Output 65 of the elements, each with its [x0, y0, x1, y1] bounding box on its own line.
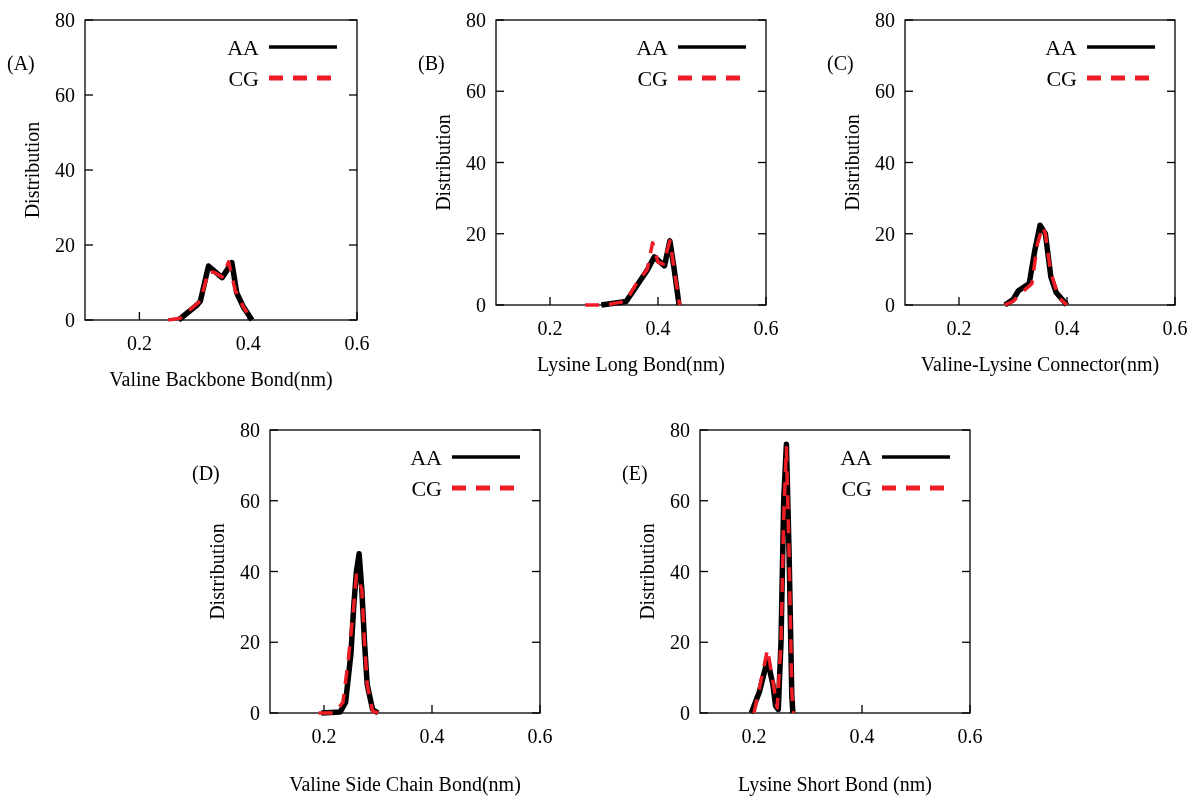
y-axis-title: Distribution	[432, 114, 454, 211]
y-tick-label: 20	[55, 234, 75, 256]
x-tick-label: 0.4	[645, 317, 671, 339]
x-tick-label: 0.2	[311, 725, 337, 747]
x-tick-label: 0.2	[537, 317, 563, 339]
legend-label: AA	[636, 34, 669, 60]
text: (B)	[418, 52, 445, 75]
y-tick-label: 20	[466, 222, 486, 245]
text: (D)	[192, 462, 220, 485]
x-axis-title: Valine Side Chain Bond(nm)	[289, 773, 521, 796]
y-tick-label: 0	[250, 702, 260, 724]
y-tick-label: 80	[875, 9, 895, 31]
legend-label: CG	[228, 65, 260, 91]
y-tick-label: 40	[240, 560, 260, 583]
y-tick-label: 20	[875, 222, 895, 245]
x-tick-label: 0.2	[946, 317, 972, 339]
y-tick-label: 20	[670, 631, 690, 654]
y-tick-label: 80	[240, 419, 260, 441]
legend-label: AA	[227, 34, 260, 60]
text: (E)	[622, 462, 648, 485]
y-tick-label: 0	[885, 294, 895, 316]
y-axis-title: Distribution	[841, 114, 863, 211]
legend-label: AA	[840, 444, 873, 470]
y-tick-label: 40	[55, 159, 75, 181]
y-tick-label: 60	[466, 80, 486, 103]
y-tick-label: 20	[240, 631, 260, 654]
y-tick-label: 0	[680, 702, 690, 724]
y-tick-label: 40	[466, 151, 486, 174]
y-tick-label: 0	[65, 309, 75, 331]
legend-label: CG	[1046, 65, 1078, 91]
y-axis-title: Distribution	[21, 121, 43, 219]
y-tick-label: 40	[875, 151, 895, 174]
x-tick-label: 0.6	[753, 317, 779, 339]
y-tick-label: 0	[476, 294, 486, 316]
x-axis-title: Lysine Long Bond(nm)	[537, 353, 725, 376]
x-tick-label: 0.4	[235, 332, 261, 354]
legend-label: AA	[1045, 34, 1078, 60]
y-axis-title: Distribution	[206, 523, 228, 620]
y-tick-label: 60	[55, 84, 75, 106]
legend-label: CG	[841, 475, 873, 501]
x-axis-title: Valine-Lysine Connector(nm)	[920, 353, 1160, 376]
x-tick-label: 0.2	[126, 332, 152, 354]
x-axis-title: Lysine Short Bond (nm)	[738, 773, 932, 796]
x-tick-label: 0.2	[741, 725, 767, 747]
y-tick-label: 60	[670, 489, 690, 512]
legend-label: AA	[410, 444, 443, 470]
legend-label: CG	[637, 65, 669, 91]
legend-label: CG	[411, 475, 443, 501]
y-tick-label: 60	[875, 80, 895, 103]
x-tick-label: 0.6	[957, 725, 983, 747]
x-tick-label: 0.6	[527, 725, 553, 747]
y-tick-label: 60	[240, 489, 260, 512]
y-tick-label: 80	[670, 419, 690, 441]
y-axis-title: Distribution	[636, 523, 658, 620]
y-tick-label: 80	[466, 9, 486, 31]
y-tick-label: 40	[670, 560, 690, 583]
x-tick-label: 0.6	[344, 332, 370, 354]
text: (C)	[827, 52, 854, 75]
x-axis-title: Valine Backbone Bond(nm)	[109, 368, 333, 391]
x-tick-label: 0.4	[1054, 317, 1080, 339]
y-tick-label: 80	[55, 9, 75, 31]
text: (A)	[7, 52, 35, 75]
x-tick-label: 0.6	[1162, 317, 1188, 339]
x-tick-label: 0.4	[419, 725, 445, 747]
x-tick-label: 0.4	[849, 725, 875, 747]
